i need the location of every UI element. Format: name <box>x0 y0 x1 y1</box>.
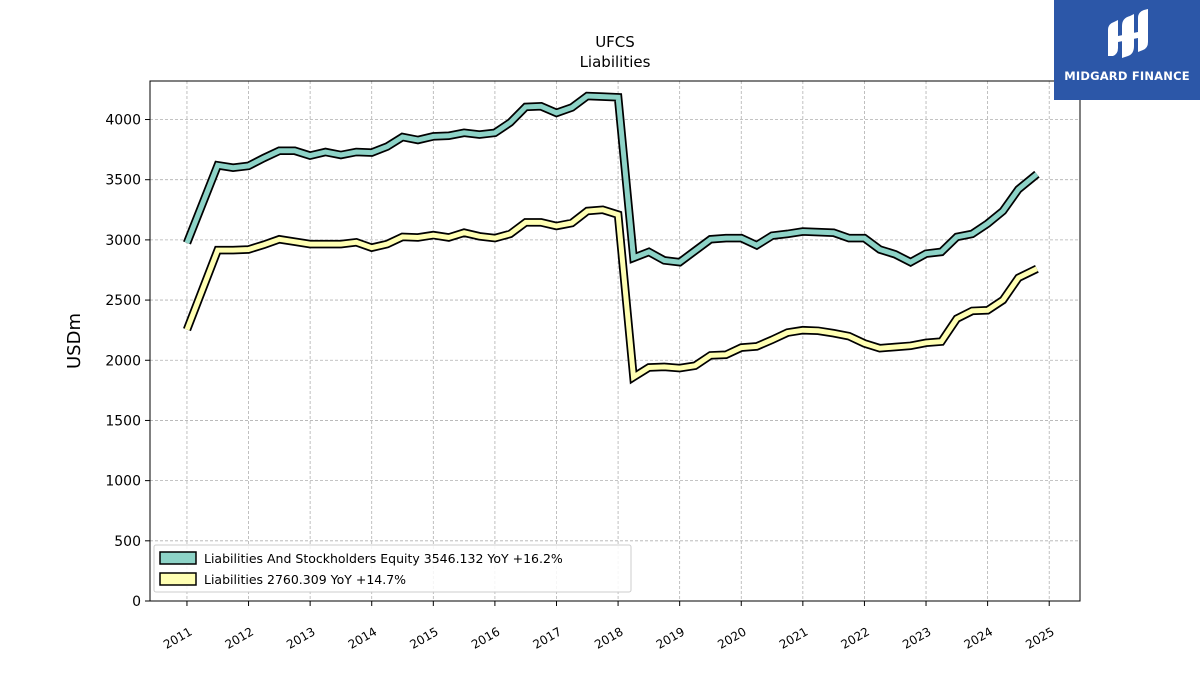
x-tick-label: 2023 <box>900 624 933 651</box>
x-tick-label: 2021 <box>777 624 810 651</box>
y-tick-label: 500 <box>114 534 141 550</box>
plot-frame <box>149 80 1081 602</box>
x-tick-label: 2019 <box>654 624 687 651</box>
x-tick-label: 2024 <box>962 624 995 651</box>
series-outline-liabilities <box>183 205 1039 385</box>
x-tick-label: 2020 <box>715 624 748 651</box>
chart-title: UFCS <box>595 33 635 51</box>
y-tick-label: 2500 <box>105 293 141 309</box>
legend: Liabilities And Stockholders Equity 3546… <box>153 544 632 593</box>
y-axis-label: USDm <box>64 313 85 369</box>
y-tick-label: 3500 <box>105 173 141 189</box>
y-tick-label: 1000 <box>105 474 141 490</box>
brand-name: MIDGARD FINANCE <box>1064 69 1190 83</box>
series-line-equity <box>184 93 1039 266</box>
y-tick-label: 0 <box>132 594 141 610</box>
x-tick-label: 2017 <box>531 624 564 651</box>
legend-label-equity: Liabilities And Stockholders Equity 3546… <box>204 551 563 566</box>
x-tick-label: 2011 <box>161 624 194 651</box>
brand-logo: MIDGARD FINANCE <box>1054 0 1200 100</box>
series-lines <box>183 91 1040 385</box>
y-tick-label: 1500 <box>105 413 141 429</box>
x-tick-label: 2014 <box>346 624 379 651</box>
y-tick-label: 3000 <box>105 233 141 249</box>
series-line-liabilities <box>184 207 1038 382</box>
legend-swatch-liabilities <box>159 572 197 586</box>
x-axis: 2011 2012 2013 2014 2015 2016 2017 2018 2019 2020… <box>161 601 1057 652</box>
x-tick-label: 2013 <box>284 624 317 651</box>
legend-box <box>153 544 632 593</box>
y-tick-label: 4000 <box>105 113 141 129</box>
x-tick-label: 2012 <box>223 624 256 651</box>
series-outline-equity <box>183 91 1040 268</box>
legend-swatch-equity <box>159 551 197 565</box>
x-tick-label: 2022 <box>838 624 871 651</box>
x-tick-label: 2016 <box>469 624 502 651</box>
y-tick-label: 2000 <box>105 353 141 369</box>
x-tick-label: 2025 <box>1023 624 1056 651</box>
y-axis: 0 500 1000 1500 2000 2500 3000 3500 4000 <box>105 113 150 610</box>
legend-label-liabilities: Liabilities 2760.309 YoY +14.7% <box>204 572 406 587</box>
chart-subtitle: Liabilities <box>580 53 651 71</box>
x-tick-label: 2015 <box>407 624 440 651</box>
x-tick-label: 2018 <box>592 624 625 651</box>
midgard-logo-icon <box>1108 9 1148 58</box>
